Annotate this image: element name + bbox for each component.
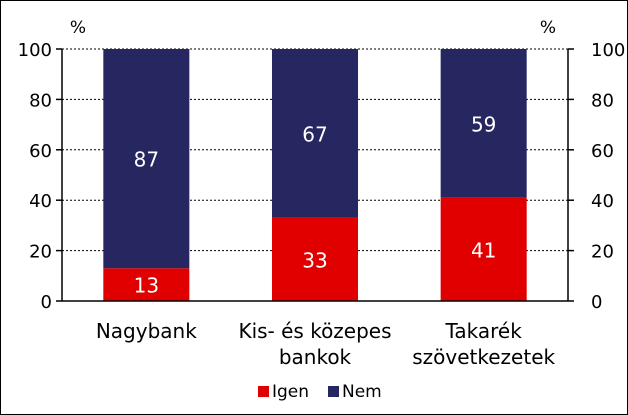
legend: Igen Nem <box>258 382 382 402</box>
bar-nem-1 <box>271 49 359 218</box>
right-tick-label-0: 0 <box>591 292 602 313</box>
legend-swatch-igen <box>258 386 269 397</box>
left-tick-label-40: 40 <box>29 191 52 212</box>
left-tick-label-20: 20 <box>29 242 52 263</box>
legend-swatch-nem <box>328 386 339 397</box>
bar-igen-1 <box>271 217 359 301</box>
bar-igen-2 <box>440 197 527 301</box>
right-tick-label-20: 20 <box>591 242 614 263</box>
right-tick-label-40: 40 <box>591 191 614 212</box>
legend-label-igen: Igen <box>272 382 309 402</box>
category-label-0-0: Nagybank <box>96 319 197 343</box>
bars: 13 87 33 67 41 59 <box>103 49 527 301</box>
data-label-igen-2: 41 <box>471 238 496 262</box>
bar-nem-0 <box>103 49 190 269</box>
left-tick-label-100: 100 <box>18 40 52 61</box>
axes: 0 0 20 20 40 40 60 60 80 80 100 100 Nagybank Kis- és … <box>18 40 626 369</box>
left-tick-label-80: 80 <box>29 90 52 111</box>
data-label-igen-0: 13 <box>134 274 159 298</box>
legend-label-nem: Nem <box>342 382 382 402</box>
category-label-1-0: Kis- és közepes <box>238 319 391 343</box>
data-label-nem-0: 87 <box>134 148 159 172</box>
left-axis-unit: % <box>70 18 86 38</box>
data-label-nem-2: 59 <box>471 112 496 136</box>
bar-nem-2 <box>440 49 527 198</box>
left-tick-label-60: 60 <box>29 141 52 162</box>
left-tick-label-0: 0 <box>41 292 52 313</box>
category-label-1-1: bankok <box>279 345 352 369</box>
category-label-2-1: szövetkezetek <box>412 345 555 369</box>
data-label-igen-1: 33 <box>302 248 327 272</box>
right-tick-label-60: 60 <box>591 141 614 162</box>
bar-igen-0 <box>103 268 190 301</box>
right-axis-unit: % <box>540 18 556 38</box>
data-label-nem-1: 67 <box>302 122 327 146</box>
right-tick-label-100: 100 <box>591 40 625 61</box>
right-tick-label-80: 80 <box>591 90 614 111</box>
category-label-2-0: Takarék <box>445 319 523 343</box>
